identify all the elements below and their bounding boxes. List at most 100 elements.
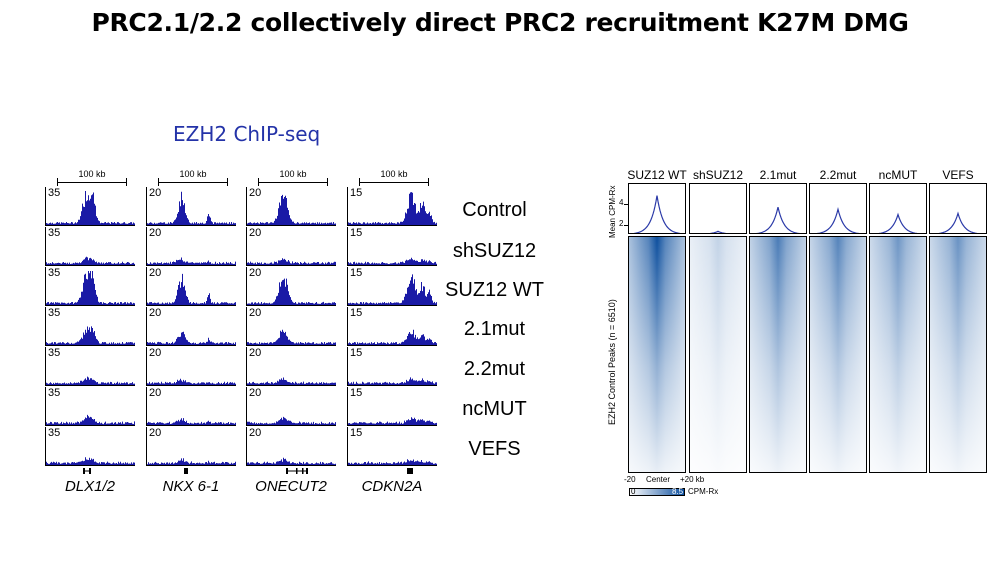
track-signal-area — [247, 457, 336, 465]
track-signal — [147, 458, 236, 465]
track-signal — [348, 377, 437, 385]
track-scale: 20 — [149, 227, 162, 239]
signal-track: 35 — [45, 347, 135, 386]
profile-curve-svg — [756, 206, 800, 233]
heatmap-image — [628, 236, 686, 473]
track-scale: 20 — [149, 307, 162, 319]
track-scale: 20 — [249, 267, 262, 279]
heatmap-column-label: ncMUT — [878, 168, 918, 182]
track-scale: 20 — [149, 267, 162, 279]
scale-bar-label: 100 kb — [380, 169, 408, 179]
xtick-right: +20 kb — [680, 475, 705, 484]
condition-label: Control — [462, 199, 527, 221]
track-signal-area — [247, 416, 336, 425]
signal-track: 15 — [347, 267, 437, 306]
track-signal — [348, 417, 437, 425]
heatmap-image — [869, 236, 927, 473]
track-signal — [348, 257, 437, 265]
track-signal — [147, 418, 236, 425]
profile-curve — [632, 195, 682, 233]
track-signal — [247, 416, 336, 425]
chip-seq-title: EZH2 ChIP-seq — [173, 122, 321, 146]
gene-label: CDKN2A — [361, 478, 423, 495]
gene-model-icon — [407, 468, 413, 474]
heatmap-y-axis-title: EZH2 Control Peaks (n = 6510) — [607, 299, 617, 425]
condition-label: 2.2mut — [463, 358, 526, 380]
signal-track: 35 — [45, 187, 135, 226]
profile-curve-svg — [709, 230, 727, 233]
track-signal — [247, 377, 336, 385]
track-signal-area — [348, 377, 437, 385]
profile-curve-svg — [816, 207, 860, 233]
heatmap-column-label: SUZ12 WT — [627, 168, 687, 182]
track-signal — [247, 258, 336, 265]
track-scale: 20 — [149, 427, 162, 439]
profile-y-axis-title: Mean CPM-Rx — [608, 185, 617, 238]
track-scale: 20 — [249, 187, 262, 199]
signal-track: 20 — [146, 187, 236, 226]
signal-track: 35 — [45, 307, 135, 346]
signal-track: 20 — [246, 267, 336, 306]
heatmap-image — [689, 236, 747, 473]
track-scale: 35 — [48, 387, 61, 399]
condition-label: shSUZ12 — [452, 240, 537, 262]
signal-track: 35 — [45, 227, 135, 266]
heatmap-image — [809, 236, 867, 473]
heatmap-column-label: shSUZ12 — [692, 168, 744, 182]
track-signal-area — [46, 376, 135, 385]
signal-track: 20 — [146, 267, 236, 306]
track-signal — [46, 457, 135, 465]
track-signal-area — [46, 326, 135, 345]
signal-track: 20 — [246, 347, 336, 386]
track-signal-area — [247, 194, 336, 225]
gene-model-icon — [184, 468, 188, 474]
colorbar-min: 0 — [631, 487, 636, 496]
signal-track: 20 — [146, 387, 236, 426]
track-scale: 15 — [350, 267, 363, 279]
signal-track: 20 — [246, 427, 336, 466]
scale-bar: 100 kb — [158, 169, 228, 186]
signal-track: 20 — [146, 347, 236, 386]
track-scale: 20 — [249, 387, 262, 399]
track-signal — [147, 331, 236, 345]
track-scale: 20 — [249, 307, 262, 319]
track-signal-area — [46, 256, 135, 265]
condition-label: SUZ12 WT — [445, 279, 544, 301]
track-scale: 35 — [48, 347, 61, 359]
track-scale: 20 — [149, 347, 162, 359]
signal-track: 35 — [45, 387, 135, 426]
heatmap-image — [749, 236, 807, 473]
track-scale: 20 — [249, 227, 262, 239]
signal-track: 15 — [347, 187, 437, 226]
signal-track: 35 — [45, 427, 135, 466]
profile-plot — [628, 183, 686, 234]
scale-bar: 100 kb — [57, 169, 127, 186]
track-signal-area — [147, 458, 236, 465]
profile-curve-svg — [937, 211, 979, 233]
scale-bar-label: 100 kb — [179, 169, 207, 179]
track-signal — [46, 191, 135, 225]
track-scale: 35 — [48, 267, 61, 279]
scale-bar-label: 100 kb — [78, 169, 106, 179]
track-signal-area — [147, 257, 236, 265]
signal-track: 35 — [45, 267, 135, 306]
heatmap-column-label: 2.2mut — [819, 168, 857, 182]
track-signal — [247, 457, 336, 465]
track-signal-area — [348, 417, 437, 425]
profile-curve-svg — [877, 212, 919, 233]
track-signal — [46, 256, 135, 265]
track-scale: 15 — [350, 307, 363, 319]
track-signal-area — [247, 377, 336, 385]
condition-label: 2.1mut — [463, 318, 526, 340]
track-signal-area — [348, 459, 437, 465]
profile-plot — [809, 183, 867, 234]
track-signal — [147, 378, 236, 385]
profile-curve — [709, 230, 727, 233]
signal-track: 20 — [246, 307, 336, 346]
track-signal-area — [46, 271, 135, 305]
heatmap-column-label: 2.1mut — [759, 168, 797, 182]
profile-ytick-mark — [624, 204, 628, 205]
gene-model-icon — [83, 468, 91, 474]
track-signal-area — [247, 258, 336, 265]
signal-track: 15 — [347, 307, 437, 346]
